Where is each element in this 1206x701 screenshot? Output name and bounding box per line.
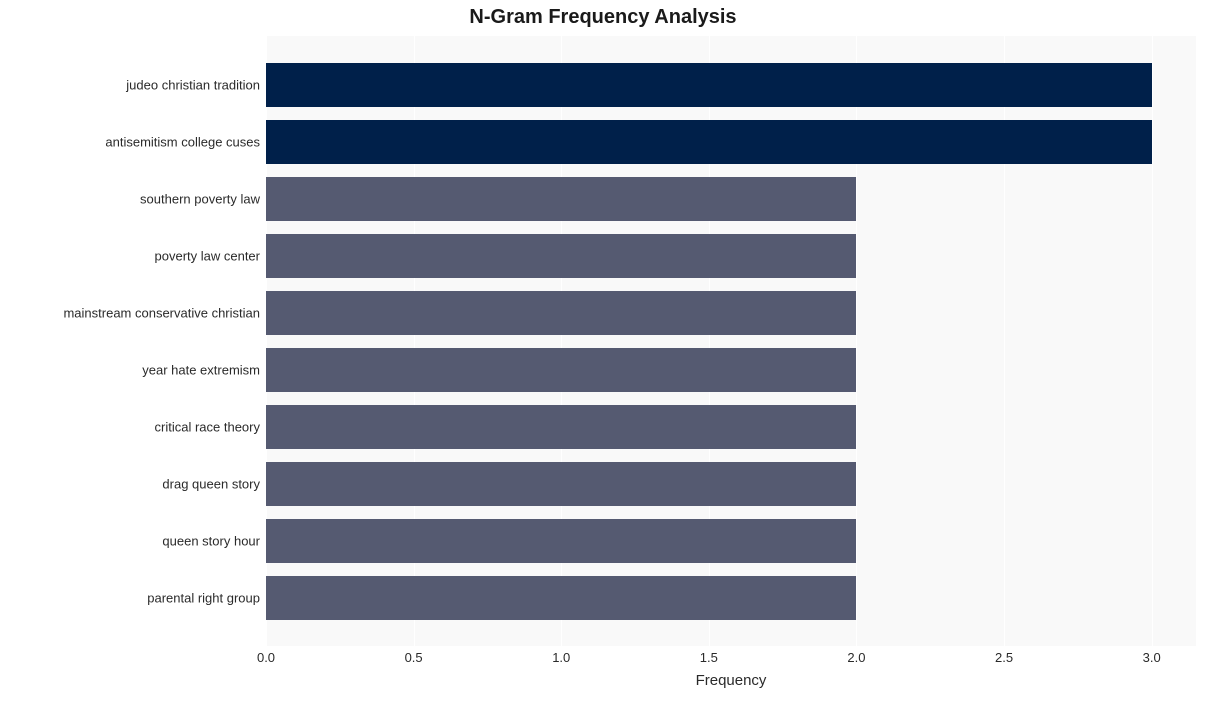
x-tick-label: 2.5 — [995, 650, 1013, 665]
y-tick-label: year hate extremism — [142, 362, 260, 377]
y-tick-label: parental right group — [147, 590, 260, 605]
x-tick-label: 0.0 — [257, 650, 275, 665]
bar — [266, 234, 856, 278]
bar — [266, 462, 856, 506]
x-tick-label: 2.0 — [847, 650, 865, 665]
bar — [266, 519, 856, 563]
chart-container: N-Gram Frequency Analysis Frequency 0.0 0… — [0, 0, 1206, 701]
bar — [266, 576, 856, 620]
y-tick-label: mainstream conservative christian — [63, 305, 260, 320]
x-tick-label: 1.5 — [700, 650, 718, 665]
y-tick-label: drag queen story — [162, 476, 260, 491]
y-tick-label: southern poverty law — [140, 191, 260, 206]
y-tick-label: antisemitism college cuses — [105, 134, 260, 149]
plot-area — [266, 36, 1196, 646]
x-axis-label: Frequency — [266, 672, 1196, 689]
gridline-v — [1152, 36, 1153, 646]
bar — [266, 348, 856, 392]
chart-title: N-Gram Frequency Analysis — [0, 6, 1206, 29]
bar — [266, 120, 1152, 164]
y-tick-label: critical race theory — [155, 419, 260, 434]
bar — [266, 177, 856, 221]
x-tick-label: 0.5 — [405, 650, 423, 665]
y-tick-label: queen story hour — [162, 533, 260, 548]
y-tick-label: poverty law center — [155, 248, 261, 263]
y-tick-label: judeo christian tradition — [126, 77, 260, 92]
x-tick-label: 3.0 — [1143, 650, 1161, 665]
x-tick-label: 1.0 — [552, 650, 570, 665]
bar — [266, 405, 856, 449]
bar — [266, 291, 856, 335]
bar — [266, 63, 1152, 107]
